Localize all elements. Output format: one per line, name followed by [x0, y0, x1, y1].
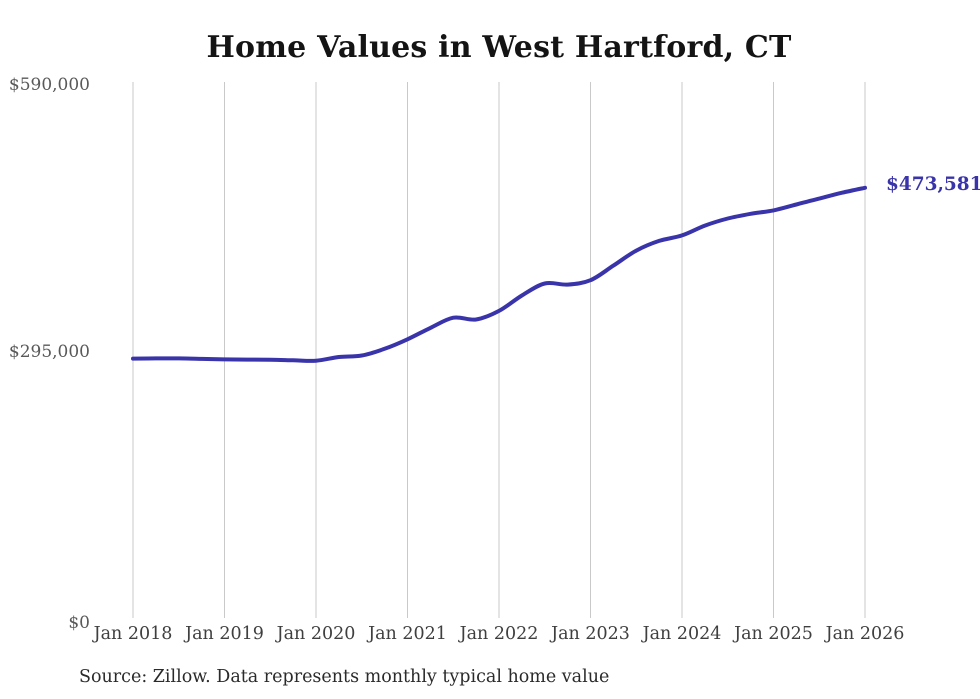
y-axis-label-295000: $295,000: [8, 342, 90, 362]
x-axis-label-jan-2018: Jan 2018: [93, 624, 173, 644]
x-axis-label-jan-2023: Jan 2023: [551, 624, 630, 644]
chart-title: Home Values in West Hartford, CT: [206, 30, 792, 65]
x-axis-label-jan-2026: Jan 2026: [825, 624, 905, 644]
y-axis-label-590000: $590,000: [8, 75, 90, 95]
y-axis-label-0: $0: [68, 613, 90, 633]
latest-value-label: $473,581: [886, 174, 980, 195]
home-value-line: [131, 185, 867, 363]
source-note: Source: Zillow. Data represents monthly …: [79, 667, 610, 687]
x-axis-label-jan-2025: Jan 2025: [734, 624, 813, 644]
x-axis-label-jan-2019: Jan 2019: [185, 624, 264, 644]
x-axis-label-jan-2020: Jan 2020: [276, 624, 356, 644]
year-gridlines: [132, 82, 866, 618]
x-axis-label-jan-2022: Jan 2022: [459, 624, 539, 644]
x-axis-label-jan-2021: Jan 2021: [368, 624, 447, 644]
x-axis-label-jan-2024: Jan 2024: [642, 624, 722, 644]
